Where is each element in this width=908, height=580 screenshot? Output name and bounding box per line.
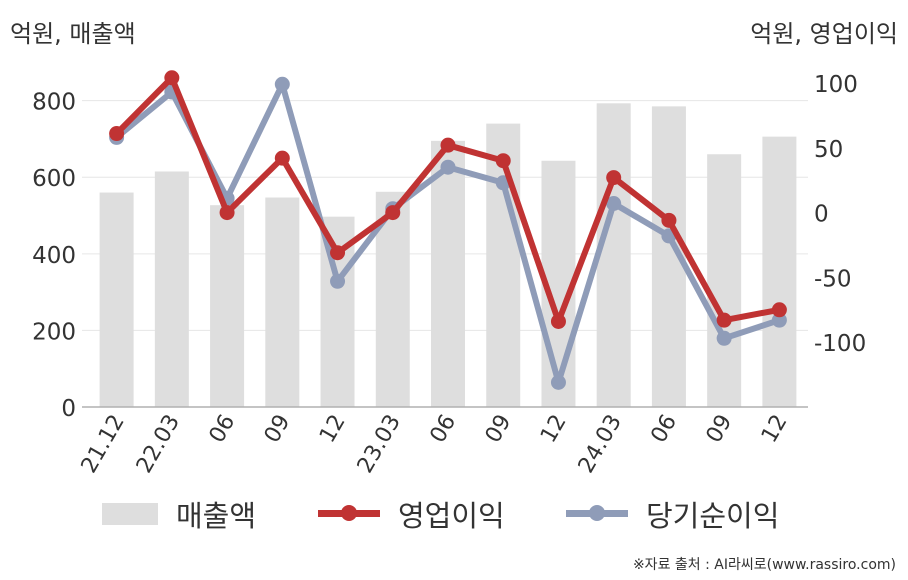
x-tick-label: 24.03 bbox=[574, 411, 627, 478]
x-tick-label: 09 bbox=[260, 411, 296, 448]
x-tick-label: 06 bbox=[646, 411, 682, 448]
right-tick-label: 50 bbox=[814, 137, 843, 163]
point-operating-profit bbox=[495, 153, 511, 169]
point-operating-profit bbox=[771, 302, 787, 318]
right-tick-label: -100 bbox=[814, 331, 866, 357]
right-axis-unit: 억원, 영업이익 bbox=[750, 20, 898, 48]
legend-label-operating-profit: 영업이익 bbox=[398, 499, 505, 533]
point-net-income bbox=[716, 330, 732, 346]
x-tick-label: 06 bbox=[426, 411, 462, 448]
bar-revenue bbox=[431, 140, 465, 407]
left-tick-label: 400 bbox=[32, 243, 76, 269]
point-operating-profit bbox=[661, 212, 677, 228]
point-net-income bbox=[330, 273, 346, 289]
left-tick-label: 200 bbox=[32, 319, 76, 345]
point-operating-profit bbox=[330, 245, 346, 261]
source-credit: ※자료 출처 : AI라씨로(www.rassiro.com) bbox=[632, 557, 896, 573]
x-tick-label: 21.12 bbox=[77, 411, 130, 478]
legend-item-operating-profit: 영업이익 bbox=[318, 492, 505, 536]
point-operating-profit bbox=[606, 170, 622, 186]
right-tick-label: 100 bbox=[814, 72, 858, 98]
point-operating-profit bbox=[219, 205, 235, 221]
bar-revenue bbox=[99, 192, 134, 407]
chart-area: 0 200 400 600 800 -100 -50 0 50 100 21.12 22.03 06 09… bbox=[32, 70, 866, 478]
x-tick-label: 12 bbox=[536, 411, 572, 448]
point-operating-profit bbox=[716, 312, 732, 328]
left-tick-label: 600 bbox=[32, 166, 76, 192]
point-operating-profit bbox=[385, 205, 401, 221]
legend-swatch-net-income bbox=[566, 492, 628, 536]
bar-revenue bbox=[210, 205, 245, 407]
point-net-income bbox=[771, 312, 787, 328]
x-tick-label: 23.03 bbox=[353, 411, 406, 478]
bar-revenue bbox=[154, 171, 189, 407]
bar-revenue bbox=[596, 103, 631, 407]
point-net-income bbox=[606, 196, 622, 212]
x-tick-label: 12 bbox=[315, 411, 351, 448]
point-net-income bbox=[550, 374, 566, 390]
x-tick-label: 09 bbox=[481, 411, 517, 448]
legend-item-revenue: 매출액 bbox=[102, 492, 256, 536]
point-operating-profit bbox=[440, 137, 456, 153]
left-tick-label: 800 bbox=[32, 90, 76, 116]
x-tick-label: 09 bbox=[702, 411, 738, 448]
point-net-income bbox=[440, 159, 456, 175]
bar-revenue bbox=[265, 197, 300, 407]
x-tick-label: 06 bbox=[205, 411, 241, 448]
left-axis-unit: 억원, 매출액 bbox=[10, 20, 136, 48]
right-tick-label: 0 bbox=[814, 202, 829, 228]
left-tick-label: 0 bbox=[61, 396, 76, 422]
right-tick-label: -50 bbox=[814, 266, 852, 292]
x-tick-label: 22.03 bbox=[132, 411, 185, 478]
bar-revenue bbox=[707, 154, 742, 407]
legend-swatch-operating-profit bbox=[318, 492, 380, 536]
point-net-income bbox=[274, 76, 290, 92]
point-operating-profit bbox=[550, 313, 566, 329]
legend-label-revenue: 매출액 bbox=[176, 499, 257, 533]
bar-revenue bbox=[762, 136, 797, 407]
x-tick-label: 12 bbox=[757, 411, 793, 448]
bar-revenue bbox=[486, 123, 521, 407]
legend-item-net-income: 당기순이익 bbox=[566, 492, 779, 536]
point-operating-profit bbox=[109, 126, 125, 142]
point-operating-profit bbox=[164, 70, 180, 86]
legend-label-net-income: 당기순이익 bbox=[646, 499, 780, 533]
legend-swatch-revenue bbox=[102, 503, 158, 525]
point-operating-profit bbox=[274, 150, 290, 166]
